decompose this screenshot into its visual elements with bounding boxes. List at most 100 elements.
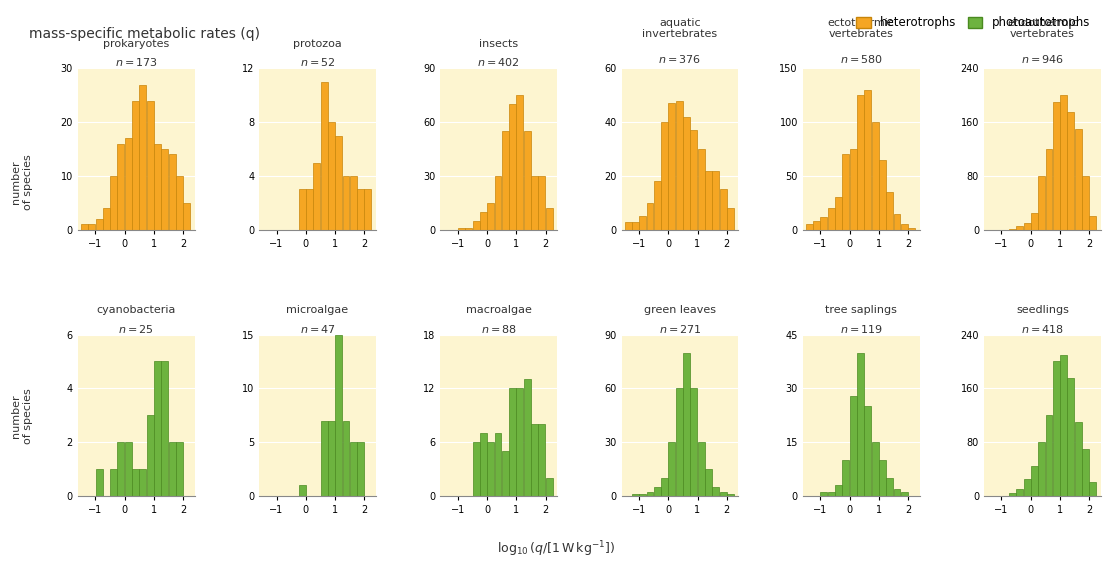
Bar <box>1039 442 1045 496</box>
Bar <box>132 101 139 230</box>
Bar <box>132 469 139 496</box>
Bar <box>662 122 668 230</box>
Text: $n = 47$: $n = 47$ <box>299 323 336 335</box>
Text: $n = 402$: $n = 402$ <box>477 56 520 68</box>
Bar <box>546 208 553 230</box>
Bar <box>727 494 734 496</box>
Bar <box>532 424 538 496</box>
Bar <box>495 176 502 230</box>
Bar <box>139 84 147 230</box>
Bar <box>683 117 691 230</box>
Text: microalgae: microalgae <box>287 305 348 315</box>
Bar <box>473 442 479 496</box>
Bar <box>1075 129 1082 230</box>
Text: number
of species: number of species <box>11 154 33 210</box>
Bar <box>473 221 479 230</box>
Bar <box>1024 223 1031 230</box>
Bar <box>110 469 117 496</box>
Text: prokaryotes: prokaryotes <box>103 39 169 49</box>
Bar <box>719 492 726 496</box>
Bar <box>683 352 691 496</box>
Bar <box>835 197 842 230</box>
Text: $n = 52$: $n = 52$ <box>299 56 336 68</box>
Text: $\mathrm{log}_{10}\,(q/[1\,\mathrm{W\,kg}^{-1}])$: $\mathrm{log}_{10}\,(q/[1\,\mathrm{W\,kg… <box>497 539 615 559</box>
Bar <box>850 149 856 230</box>
Text: $n = 580$: $n = 580$ <box>840 53 883 65</box>
Bar <box>1045 415 1052 496</box>
Text: number
of species: number of species <box>11 388 33 444</box>
Bar <box>118 144 125 230</box>
Bar <box>878 160 886 230</box>
Bar <box>1090 216 1096 230</box>
Bar <box>81 225 88 230</box>
Bar <box>843 154 850 230</box>
Bar <box>894 488 901 496</box>
Bar <box>727 208 734 230</box>
Bar <box>88 225 96 230</box>
Bar <box>1031 213 1037 230</box>
Bar <box>662 478 668 496</box>
Text: tree saplings: tree saplings <box>825 305 897 315</box>
Bar <box>821 492 827 496</box>
Bar <box>713 487 719 496</box>
Bar <box>516 388 524 496</box>
Bar <box>1009 492 1016 496</box>
Bar <box>335 335 342 496</box>
Bar <box>516 95 524 230</box>
Bar <box>342 176 349 230</box>
Bar <box>365 189 371 230</box>
Text: macroalgae: macroalgae <box>466 305 532 315</box>
Bar <box>538 424 545 496</box>
Bar <box>894 214 901 230</box>
Bar <box>183 203 190 230</box>
Text: ectothermic
vertebrates: ectothermic vertebrates <box>827 18 895 39</box>
Bar <box>646 203 654 230</box>
Bar <box>532 176 538 230</box>
Bar <box>96 219 102 230</box>
Bar <box>320 82 328 230</box>
Bar <box>843 460 850 496</box>
Bar <box>155 144 161 230</box>
Bar <box>878 460 886 496</box>
Bar <box>147 101 153 230</box>
Bar <box>465 228 473 230</box>
Bar <box>139 469 147 496</box>
Bar <box>103 208 110 230</box>
Bar <box>328 421 335 496</box>
Bar <box>110 176 117 230</box>
Bar <box>357 442 364 496</box>
Bar <box>654 487 661 496</box>
Bar <box>342 421 349 496</box>
Bar <box>524 380 530 496</box>
Bar <box>632 494 639 496</box>
Bar <box>480 433 487 496</box>
Text: seedlings: seedlings <box>1016 305 1069 315</box>
Bar <box>125 442 131 496</box>
Bar <box>314 162 320 230</box>
Bar <box>328 122 335 230</box>
Bar <box>654 181 661 230</box>
Bar <box>176 176 182 230</box>
Text: $n = 88$: $n = 88$ <box>480 323 517 335</box>
Bar <box>480 212 487 230</box>
Text: $n = 173$: $n = 173$ <box>115 56 158 68</box>
Bar <box>850 396 856 496</box>
Bar <box>1090 482 1096 496</box>
Bar <box>697 442 705 496</box>
Bar <box>306 189 312 230</box>
Text: $n = 25$: $n = 25$ <box>118 323 155 335</box>
Bar <box>705 469 712 496</box>
Bar <box>639 216 646 230</box>
Bar <box>176 442 182 496</box>
Bar <box>713 170 719 230</box>
Bar <box>705 170 712 230</box>
Bar <box>691 388 697 496</box>
Bar <box>632 222 639 230</box>
Bar <box>1024 479 1031 496</box>
Bar <box>806 225 813 230</box>
Bar <box>719 189 726 230</box>
Bar <box>118 442 125 496</box>
Text: $n = 271$: $n = 271$ <box>658 323 702 335</box>
Bar <box>509 388 516 496</box>
Bar <box>169 442 176 496</box>
